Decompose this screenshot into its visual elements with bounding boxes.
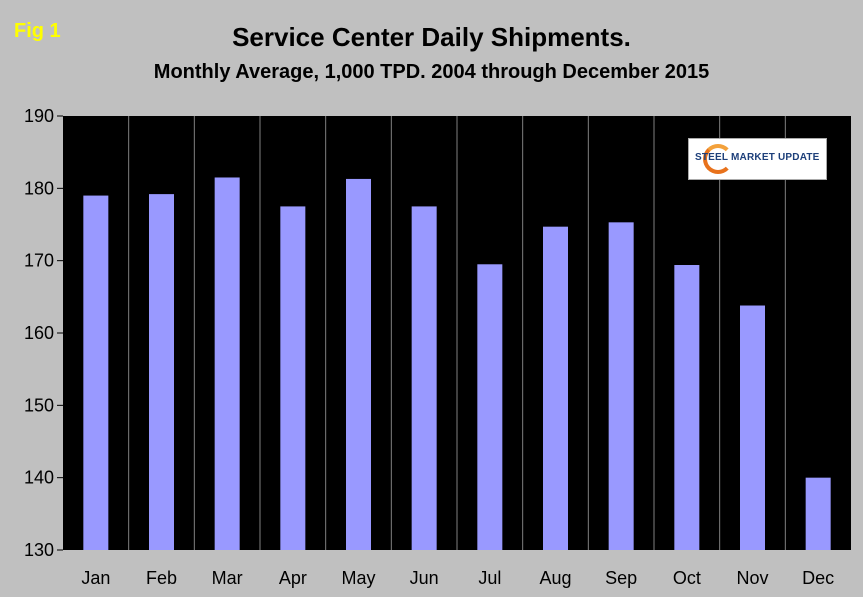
x-axis-ticks: Jan Feb Mar Apr May Jun Jul Aug Sep Oct Nov Dec [81,568,834,588]
x-tick-label: Jun [410,568,439,588]
bar-feb [149,194,174,550]
y-tick-label: 150 [24,395,54,415]
y-tick-label: 160 [24,323,54,343]
y-axis-ticks: 130 140 150 160 170 180 190 [24,106,63,560]
bar-dec [805,477,831,550]
bar-mar [214,177,240,550]
y-tick-label: 130 [24,540,54,560]
x-tick-label: Dec [802,568,834,588]
x-tick-label: Sep [605,568,637,588]
x-tick-label: Feb [146,568,177,588]
bar-jan [83,195,109,551]
x-tick-label: Apr [279,568,307,588]
bar-apr [280,206,306,550]
x-tick-label: Jul [478,568,501,588]
bar-may [346,178,371,550]
logo-text: STEEL MARKET UPDATE [695,152,820,163]
x-tick-label: May [341,568,375,588]
y-tick-label: 140 [24,468,54,488]
y-tick-label: 190 [24,106,54,126]
chart-subtitle: Monthly Average, 1,000 TPD. 2004 through… [153,61,710,83]
x-tick-label: Mar [212,568,243,588]
bars [83,177,831,551]
bar-aug [543,226,568,551]
chart-title: Service Center Daily Shipments. [232,22,631,52]
y-tick-label: 180 [24,178,54,198]
x-tick-label: Aug [539,568,571,588]
x-tick-label: Oct [673,568,701,588]
bar-sep [608,222,634,550]
bar-jul [477,264,503,550]
bar-nov [740,305,765,550]
grid-lines [128,116,786,550]
y-tick-label: 170 [24,251,54,271]
x-tick-label: Nov [736,568,768,588]
x-tick-label: Jan [81,568,110,588]
bar-jun [411,206,437,550]
steel-market-update-logo: STEEL MARKET UPDATE [688,138,827,180]
swoosh-logo-icon [703,144,733,174]
figure-label: Fig 1 [14,20,61,42]
bar-oct [674,265,700,550]
